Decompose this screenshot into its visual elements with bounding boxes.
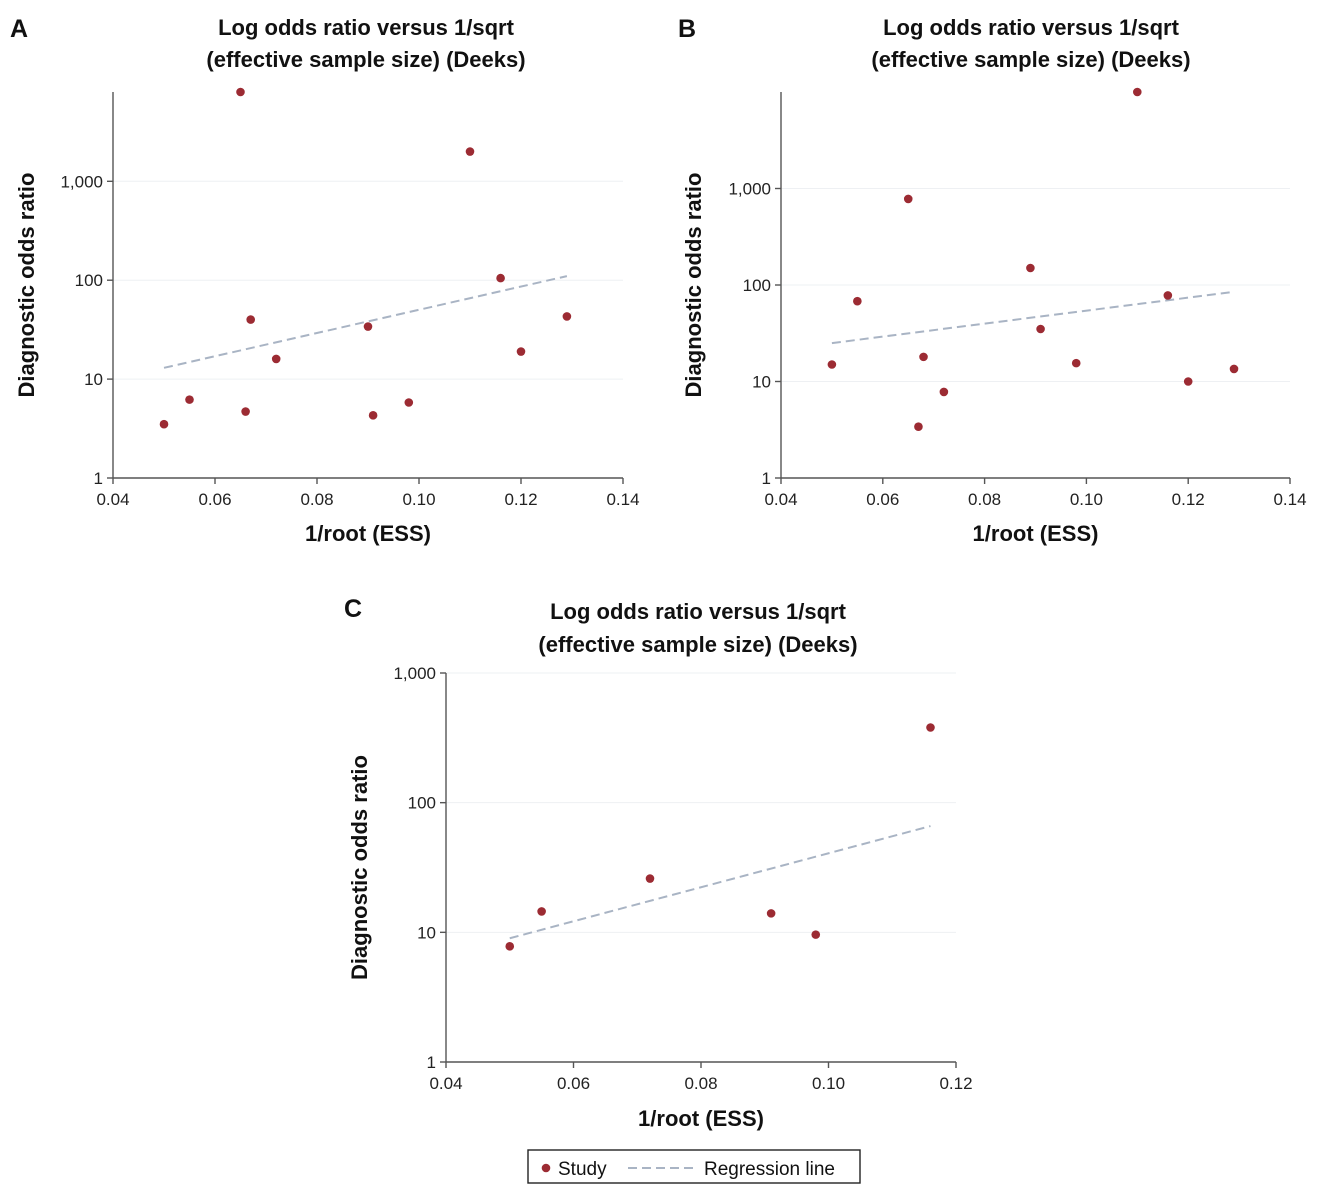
y-axis-label: Diagnostic odds ratio [347, 755, 372, 980]
study-point [236, 87, 245, 97]
study-point [903, 194, 913, 204]
study-point [1026, 263, 1035, 273]
study-point [914, 422, 923, 432]
study-point [1229, 364, 1239, 374]
legend: Study Regression line [527, 1149, 861, 1184]
x-axis-label: 1/root (ESS) [305, 521, 431, 546]
x-tick-label: 0.10 [402, 490, 435, 509]
study-point [516, 347, 526, 356]
legend-study-marker [541, 1163, 551, 1173]
y-tick-label: 1,000 [728, 180, 771, 199]
y-tick-label: 1 [762, 469, 771, 488]
chart-title-line-2: (effective sample size) (Deeks) [871, 47, 1190, 72]
study-point [926, 723, 935, 732]
y-tick-label: 100 [408, 794, 436, 813]
panel-letter: A [10, 15, 28, 43]
x-tick-label: 0.06 [198, 490, 231, 509]
chart-panel-c: C Log odds ratio versus 1/sqrt (effective … [344, 595, 973, 1131]
study-point [404, 398, 414, 407]
panel-letter: B [678, 15, 696, 43]
y-tick-label: 1,000 [60, 172, 103, 191]
y-tick-label: 10 [752, 373, 771, 392]
legend-study-label: Study [558, 1159, 607, 1180]
x-axis-label: 1/root (ESS) [973, 521, 1099, 546]
study-point [496, 273, 505, 283]
study-point [505, 942, 515, 951]
x-tick-label: 0.10 [1070, 490, 1103, 509]
y-axis-label: Diagnostic odds ratio [14, 173, 39, 398]
study-point [766, 909, 776, 918]
chart-title-line-2: (effective sample size) (Deeks) [206, 47, 525, 72]
study-point [811, 930, 821, 939]
y-tick-label: 1,000 [393, 664, 436, 683]
y-axis-label: Diagnostic odds ratio [681, 173, 706, 398]
regression-line [163, 275, 568, 369]
study-point [562, 312, 572, 321]
study-point [159, 419, 169, 429]
study-point [1133, 87, 1142, 97]
x-tick-label: 0.12 [1172, 490, 1205, 509]
x-tick-label: 0.14 [1273, 490, 1306, 509]
regression-line [509, 825, 931, 940]
study-point [853, 296, 862, 306]
study-point [241, 407, 250, 416]
chart-title-line-1: Log odds ratio versus 1/sqrt [218, 15, 515, 40]
x-tick-label: 0.06 [866, 490, 899, 509]
study-point [1163, 291, 1173, 300]
y-tick-label: 1 [94, 469, 103, 488]
study-point [363, 322, 373, 331]
x-tick-label: 0.08 [300, 490, 333, 509]
y-tick-label: 100 [743, 276, 771, 295]
chart-title-line-2: (effective sample size) (Deeks) [538, 632, 857, 657]
x-tick-label: 0.10 [812, 1074, 845, 1093]
x-tick-label: 0.04 [764, 490, 797, 509]
study-point [537, 907, 546, 916]
study-point [368, 411, 378, 420]
legend-regression-label: Regression line [704, 1159, 835, 1180]
x-tick-label: 0.04 [96, 490, 129, 509]
x-tick-label: 0.12 [504, 490, 537, 509]
x-axis-label: 1/root (ESS) [638, 1106, 764, 1131]
study-point [645, 874, 655, 883]
x-tick-label: 0.06 [557, 1074, 590, 1093]
study-point [246, 315, 255, 324]
x-tick-label: 0.08 [968, 490, 1001, 509]
study-point [1071, 358, 1081, 368]
panel-letter: C [344, 595, 362, 623]
y-tick-label: 100 [75, 271, 103, 290]
study-point [185, 395, 194, 404]
chart-panel-a: A Log odds ratio versus 1/sqrt (effective … [10, 15, 640, 546]
study-point [1036, 324, 1045, 334]
x-tick-label: 0.04 [429, 1074, 462, 1093]
chart-title-line-1: Log odds ratio versus 1/sqrt [550, 599, 847, 624]
study-point [919, 352, 928, 362]
study-point [1183, 377, 1193, 386]
legend-box [527, 1149, 861, 1184]
chart-title-line-1: Log odds ratio versus 1/sqrt [883, 15, 1180, 40]
x-tick-label: 0.12 [939, 1074, 972, 1093]
x-tick-label: 0.14 [606, 490, 639, 509]
chart-panel-b: B Log odds ratio versus 1/sqrt (effective … [678, 15, 1307, 546]
regression-line [831, 290, 1235, 345]
study-point [465, 147, 475, 156]
study-point [939, 387, 949, 397]
study-point [271, 354, 281, 364]
y-tick-label: 10 [84, 370, 103, 389]
study-point [827, 360, 837, 369]
y-tick-label: 10 [417, 923, 436, 942]
x-tick-label: 0.08 [684, 1074, 717, 1093]
y-tick-label: 1 [427, 1053, 436, 1072]
